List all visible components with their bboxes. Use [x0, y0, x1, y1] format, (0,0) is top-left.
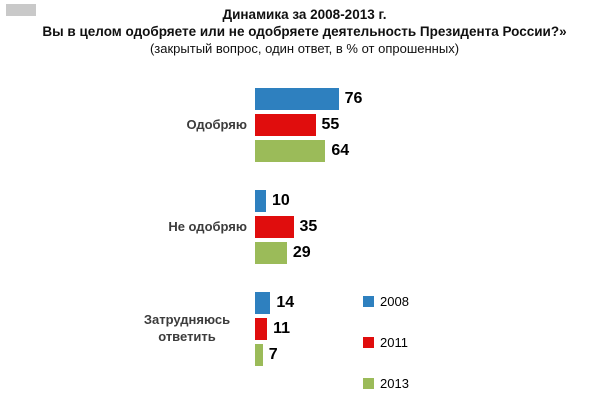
bar-value-label: 55 — [321, 116, 340, 133]
chart-question: Вы в целом одобряете или не одобряете де… — [42, 23, 567, 39]
bar-value-label: 14 — [276, 294, 295, 311]
bar-value-label: 76 — [344, 90, 363, 107]
logo-fragment — [6, 4, 36, 16]
bar-group: Одобряю 76 55 64 — [0, 88, 609, 162]
bar-2008 — [255, 292, 271, 314]
bar-row: 11 — [255, 318, 294, 340]
legend-swatch-icon — [363, 296, 374, 307]
category-label: Одобряю — [186, 116, 247, 132]
category-label: Не одобряю — [168, 218, 247, 234]
bar-row: 35 — [255, 216, 317, 238]
bar-row: 64 — [255, 140, 362, 162]
bar-row: 14 — [255, 292, 294, 314]
legend-item-2008: 2008 — [363, 293, 409, 310]
category-label: Затрудняюсь ответить — [143, 312, 231, 344]
bar-row: 7 — [255, 344, 294, 366]
bar-2008 — [255, 190, 266, 212]
bar-value-label: 29 — [292, 244, 311, 261]
bar-2013 — [255, 344, 263, 366]
legend-label: 2011 — [380, 335, 408, 350]
legend-label: 2013 — [380, 376, 409, 391]
legend-item-2011: 2011 — [363, 334, 409, 351]
bar-row: 55 — [255, 114, 362, 136]
bar-row: 29 — [255, 242, 317, 264]
bar-2013 — [255, 140, 326, 162]
legend: 2008 2011 2013 — [363, 293, 409, 416]
bar-2013 — [255, 242, 287, 264]
bar-2011 — [255, 318, 268, 340]
bar-group: Затрудняюсь ответить 14 11 7 — [0, 292, 609, 366]
chart-subtitle: (закрытый вопрос, один ответ, в % от опр… — [149, 40, 460, 56]
chart-header: Динамика за 2008-2013 г. Вы в целом одоб… — [0, 0, 609, 57]
chart-title: Динамика за 2008-2013 г. — [222, 7, 387, 22]
bar-row: 10 — [255, 190, 317, 212]
bar-2011 — [255, 216, 294, 238]
bar-value-label: 7 — [268, 346, 278, 363]
bar-value-label: 64 — [331, 142, 350, 159]
bar-2011 — [255, 114, 316, 136]
legend-label: 2008 — [380, 294, 409, 309]
bar-value-label: 35 — [299, 218, 318, 235]
bar-group: Не одобряю 10 35 29 — [0, 190, 609, 264]
bar-value-label: 11 — [273, 320, 291, 337]
legend-swatch-icon — [363, 337, 374, 348]
bar-chart: Одобряю 76 55 64 Не одобряю 10 35 29 Затрудняюсь… — [0, 88, 609, 394]
bar-2008 — [255, 88, 339, 110]
legend-item-2013: 2013 — [363, 375, 409, 392]
bar-row: 76 — [255, 88, 362, 110]
legend-swatch-icon — [363, 378, 374, 389]
bar-value-label: 10 — [272, 192, 290, 209]
